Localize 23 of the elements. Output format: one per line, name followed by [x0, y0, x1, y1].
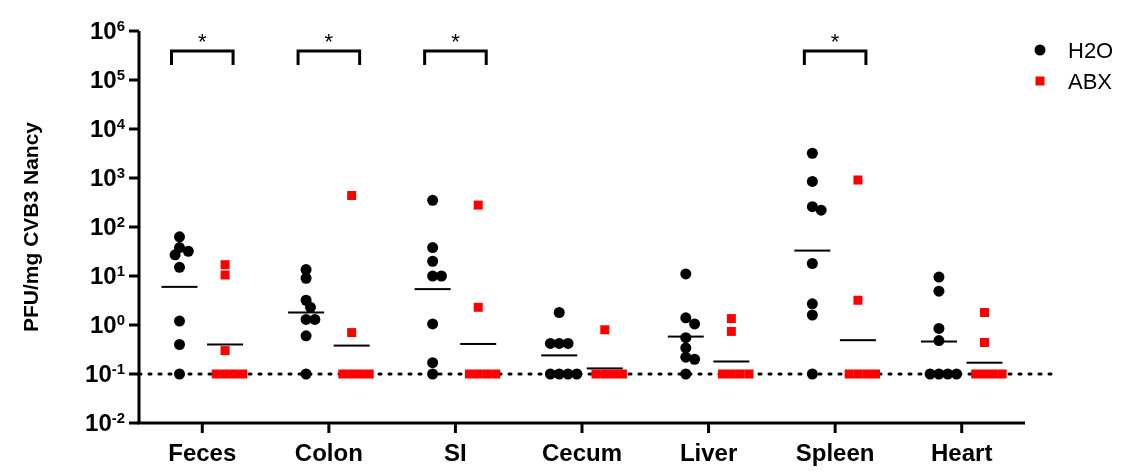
- y-tick-label: 10$^{6}$: [90, 17, 125, 44]
- x-tick-label: Cecum: [541, 439, 623, 466]
- y-tick-label: 10$^{-2}$: [85, 409, 125, 436]
- legend-label: H2O: [1068, 38, 1114, 63]
- annotation: *: [451, 29, 461, 54]
- x-tick-label: Colon: [294, 439, 363, 466]
- y-tick-label: 10$^{-1}$: [85, 360, 125, 387]
- annotation: *: [324, 29, 334, 54]
- y-tick-label: 10$^{2}$: [90, 213, 125, 240]
- x-tick-label: Feces: [168, 439, 237, 466]
- y-tick-label: 10$^{1}$: [90, 262, 125, 289]
- y-tick-label: 10$^{3}$: [90, 164, 125, 191]
- y-tick-label: 10$^{4}$: [90, 115, 126, 142]
- annotation: *: [198, 29, 207, 54]
- y-tick-label: 10$^{0}$: [90, 311, 125, 338]
- x-tick-label: Heart: [931, 439, 993, 466]
- y-tick-label: 10$^{5}$: [90, 66, 125, 93]
- legend-label: ABX: [1068, 69, 1113, 94]
- x-tick-label: SI: [444, 439, 467, 466]
- x-tick-label: Spleen: [795, 439, 875, 466]
- x-tick-label: Liver: [679, 439, 738, 466]
- annotation: *: [830, 29, 840, 54]
- y-axis-title: PFU/mg CVB3 Nancy: [19, 121, 42, 333]
